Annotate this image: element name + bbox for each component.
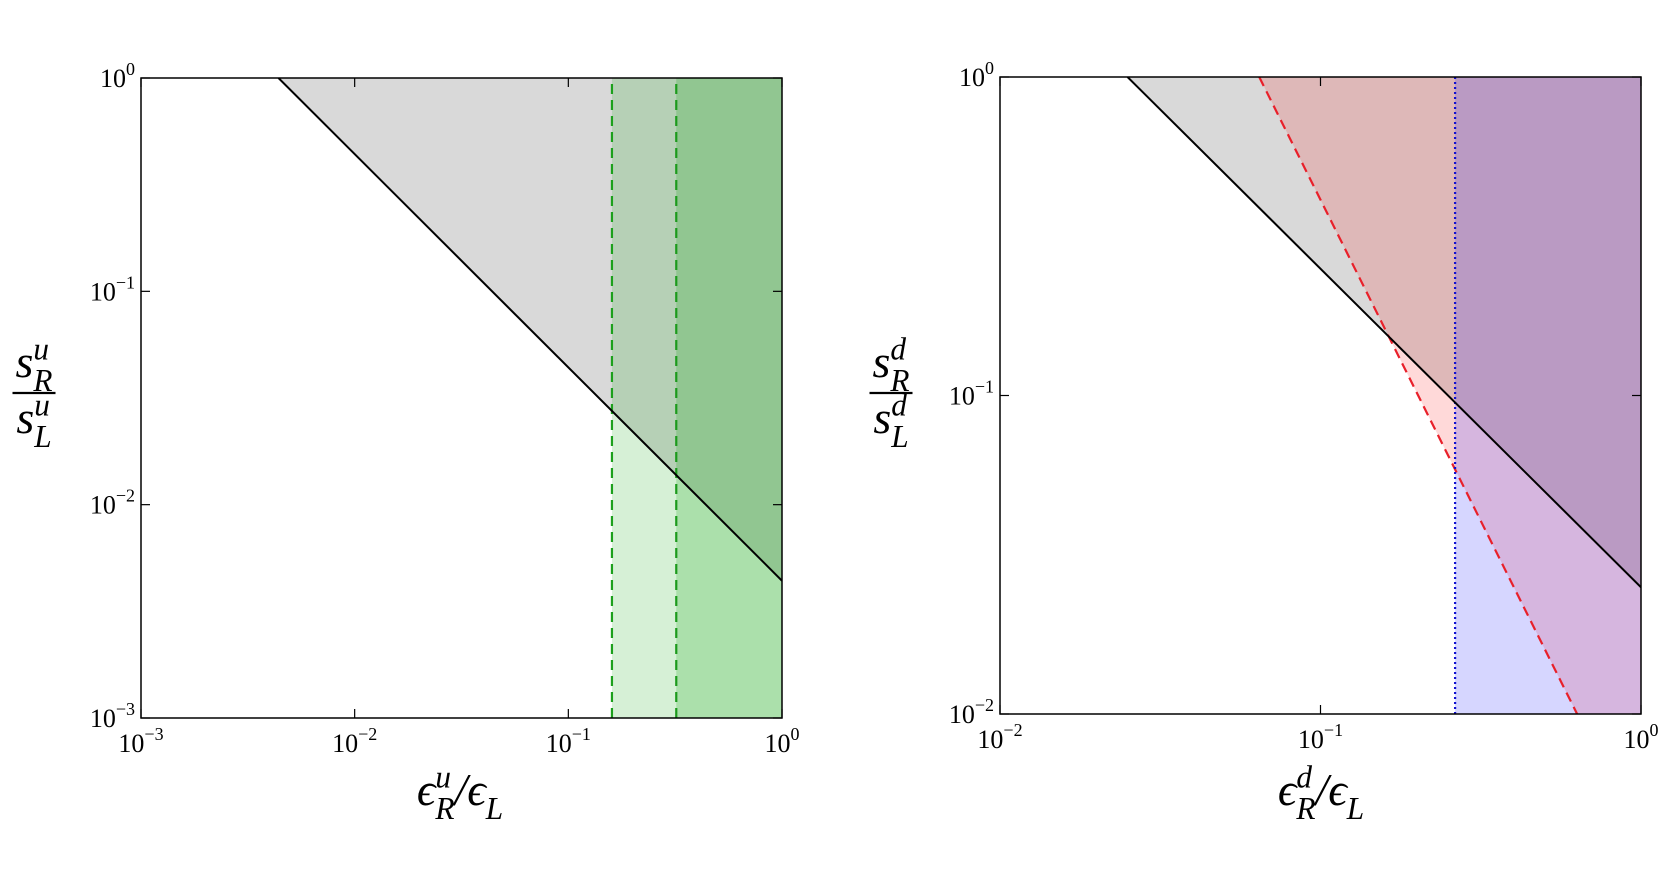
math-label: s uL (16, 388, 51, 454)
math-part: ϵ (417, 764, 438, 815)
x-tick-label: 100 (765, 724, 800, 758)
boundary-line (1126, 77, 1641, 588)
boundary-line (277, 78, 782, 582)
y-tick-label: 10−2 (949, 695, 994, 729)
boundary-line (1258, 77, 1579, 714)
math-part: L (33, 419, 51, 454)
math-part: R (434, 791, 454, 826)
y-tick-label: 10−2 (90, 486, 135, 520)
math-part: u (33, 332, 49, 367)
tick-exponent: −3 (144, 724, 163, 744)
tick-base: 10 (118, 729, 144, 758)
y-tick-label: 100 (100, 59, 135, 93)
math-part: d (890, 332, 906, 367)
tick-base: 10 (546, 729, 572, 758)
tick-exponent: 0 (791, 724, 800, 744)
math-label: s dL (873, 388, 908, 454)
math-part: s (873, 392, 891, 443)
x-tick-label: 10−3 (118, 724, 163, 758)
tick-base: 10 (765, 729, 791, 758)
region (1259, 77, 1641, 714)
tick-base: 10 (100, 64, 126, 93)
x-tick-label: 10−1 (546, 724, 591, 758)
math-label: ϵ dR/ϵ L (1278, 760, 1364, 826)
math-part: s (15, 336, 33, 387)
tick-base: 10 (1624, 725, 1650, 754)
math-part: s (16, 392, 34, 443)
tick-base: 10 (90, 277, 116, 306)
x-tick-label: 10−2 (977, 720, 1022, 754)
tick-exponent: −1 (572, 724, 591, 744)
tick-exponent: −1 (1324, 720, 1343, 740)
math-part: L (890, 419, 908, 454)
tick-exponent: −2 (1003, 720, 1022, 740)
tick-base: 10 (332, 729, 358, 758)
math-part: d (1296, 760, 1312, 795)
plot-frame (140, 77, 783, 719)
y-tick-label: 10−3 (90, 699, 135, 733)
tick-base: 10 (949, 700, 975, 729)
y-tick-label: 100 (959, 58, 994, 92)
tick-base: 10 (949, 382, 975, 411)
tick-exponent: 0 (985, 58, 994, 78)
y-tick-label: 10−1 (949, 377, 994, 411)
tick-base: 10 (90, 704, 116, 733)
region (1455, 77, 1641, 714)
math-part: /ϵ (451, 764, 488, 815)
math-part: s (872, 336, 890, 387)
tick-exponent: −2 (358, 724, 377, 744)
math-part: /ϵ (1312, 764, 1349, 815)
math-part: L (1346, 791, 1364, 826)
math-part: ϵ (1278, 764, 1299, 815)
math-part: R (32, 363, 52, 398)
tick-exponent: −3 (116, 699, 135, 719)
math-part: u (435, 760, 451, 795)
tick-base: 10 (1298, 725, 1324, 754)
x-tick-label: 10−1 (1298, 720, 1343, 754)
tick-exponent: −1 (975, 377, 994, 397)
tick-exponent: 0 (1650, 720, 1659, 740)
tick-exponent: −2 (975, 695, 994, 715)
y-tick-label: 10−1 (90, 272, 135, 306)
math-label: ϵ uR/ϵ L (417, 760, 503, 826)
math-part: u (34, 388, 50, 423)
math-label: s uR (15, 332, 52, 398)
region (611, 78, 782, 718)
x-tick-label: 10−2 (332, 724, 377, 758)
tick-exponent: −2 (116, 486, 135, 506)
math-part: L (485, 791, 503, 826)
tick-base: 10 (90, 491, 116, 520)
tick-exponent: 0 (126, 59, 135, 79)
region (676, 78, 782, 718)
math-part: R (889, 363, 909, 398)
math-label: s dR (872, 332, 909, 398)
math-part: d (891, 388, 907, 423)
math-part: R (1295, 791, 1315, 826)
tick-base: 10 (977, 725, 1003, 754)
tick-exponent: −1 (116, 272, 135, 292)
x-tick-label: 100 (1624, 720, 1659, 754)
tick-base: 10 (959, 63, 985, 92)
